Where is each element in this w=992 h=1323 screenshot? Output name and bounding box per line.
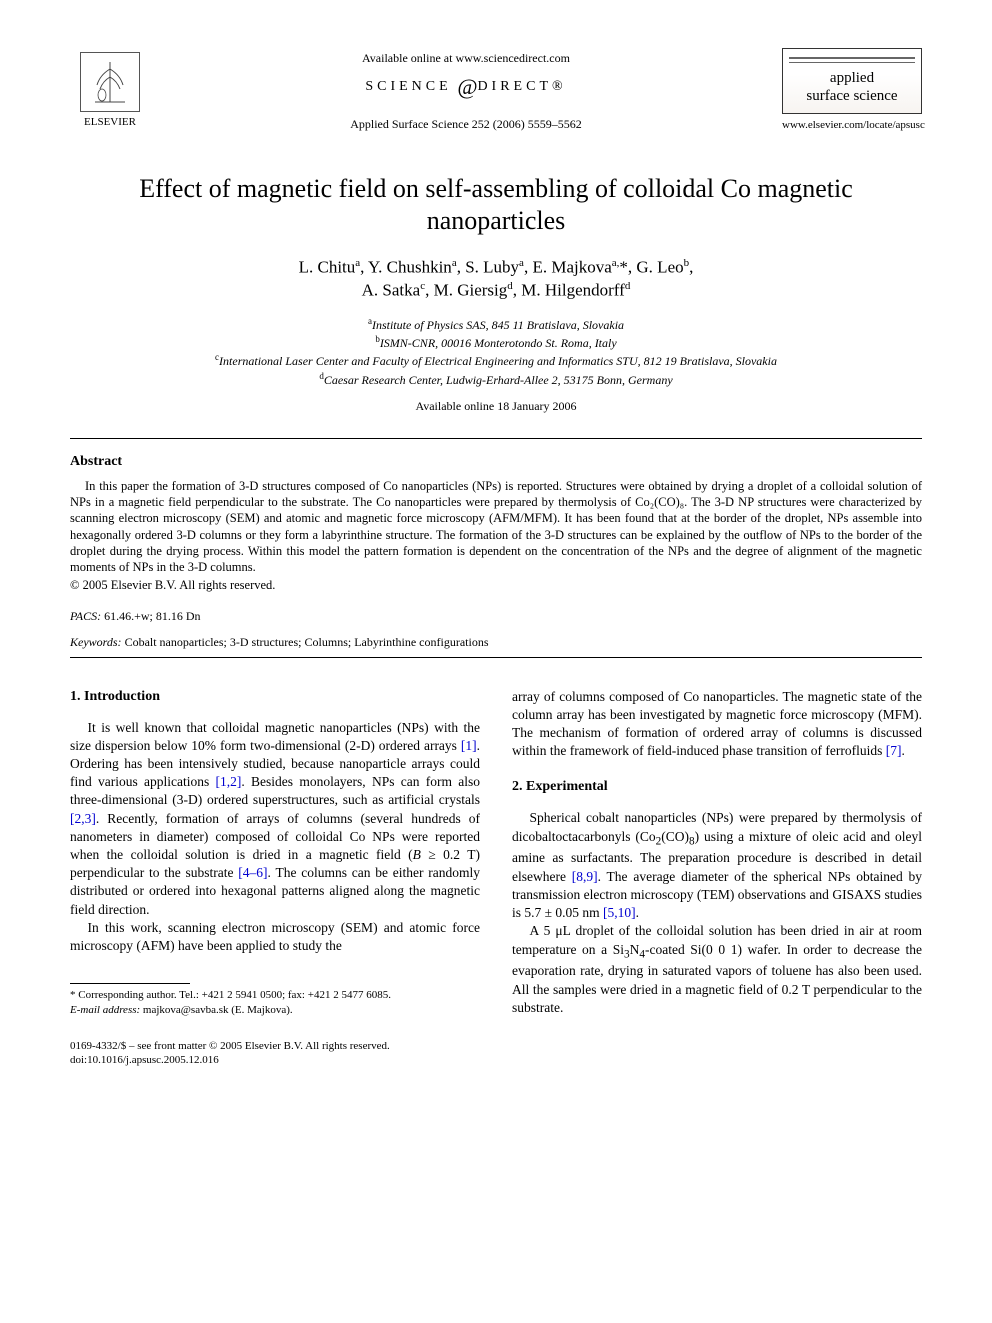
rule-below-keywords [70,657,922,658]
header: ELSEVIER Available online at www.science… [70,40,922,133]
exp-para-2: A 5 μL droplet of the colloidal solution… [512,922,922,1017]
pacs-line: PACS: 61.46.+w; 81.16 Dn [70,608,922,624]
affiliations: aInstitute of Physics SAS, 845 11 Bratis… [70,315,922,388]
keywords-value: Cobalt nanoparticles; 3-D structures; Co… [125,635,489,649]
section-intro-heading: 1. Introduction [70,688,480,707]
ref-link[interactable]: [4–6] [238,865,267,880]
ref-link[interactable]: [1,2] [216,774,242,789]
abstract-body: In this paper the formation of 3-D struc… [70,478,922,576]
journal-logo: applied surface science www.elsevier.com… [782,40,922,133]
right-column: array of columns composed of Co nanopart… [512,688,922,1017]
journal-name-2: surface science [789,87,915,105]
sd-at-icon: @ [452,74,478,99]
ref-link[interactable]: [8,9] [572,869,598,884]
center-header: Available online at www.sciencedirect.co… [150,40,782,132]
page: ELSEVIER Available online at www.science… [0,0,992,1108]
abstract-heading: Abstract [70,453,922,472]
intro-para-1: It is well known that colloidal magnetic… [70,719,480,919]
pacs-label: PACS: [70,609,101,623]
sd-right: DIRECT® [477,79,566,94]
journal-url: www.elsevier.com/locate/apsusc [782,118,922,133]
available-online-text: Available online at www.sciencedirect.co… [150,50,782,66]
elsevier-tree-icon [80,52,140,112]
ref-link[interactable]: [2,3] [70,811,96,826]
citation-text: Applied Surface Science 252 (2006) 5559–… [150,116,782,132]
affiliation-c: cInternational Laser Center and Faculty … [70,351,922,369]
journal-bars-icon [789,57,915,63]
sd-left: SCIENCE [365,79,451,94]
keywords-label: Keywords: [70,635,122,649]
ref-link[interactable]: [5,10] [603,905,636,920]
body-columns: 1. Introduction It is well known that co… [70,688,922,1017]
ref-link[interactable]: [7] [886,743,902,758]
footnote-email: E-mail address: majkova@savba.sk (E. Maj… [70,1003,480,1017]
available-date: Available online 18 January 2006 [70,398,922,414]
page-footer: 0169-4332/$ – see front matter © 2005 El… [70,1039,922,1068]
elsevier-label: ELSEVIER [84,115,136,130]
affiliation-a: aInstitute of Physics SAS, 845 11 Bratis… [70,315,922,333]
article-title: Effect of magnetic field on self-assembl… [110,173,882,238]
exp-para-1: Spherical cobalt nanoparticles (NPs) wer… [512,809,922,922]
pacs-value: 61.46.+w; 81.16 Dn [104,609,200,623]
authors: L. Chitua, Y. Chushkina, S. Lubya, E. Ma… [70,256,922,303]
section-exp-heading: 2. Experimental [512,778,922,797]
footer-line-2: doi:10.1016/j.apsusc.2005.12.016 [70,1053,922,1067]
affiliation-b: bISMN-CNR, 00016 Monterotondo St. Roma, … [70,333,922,351]
rule-above-abstract [70,438,922,439]
footnote-corr: * Corresponding author. Tel.: +421 2 594… [70,988,480,1002]
sciencedirect-logo: SCIENCE @DIRECT® [150,72,782,102]
left-column: 1. Introduction It is well known that co… [70,688,480,1017]
journal-name-1: applied [789,69,915,87]
journal-box: applied surface science [782,48,922,114]
footnote-rule [70,983,190,984]
affiliation-d: dCaesar Research Center, Ludwig-Erhard-A… [70,370,922,388]
intro-para-2: In this work, scanning electron microsco… [70,919,480,955]
keywords-line: Keywords: Cobalt nanoparticles; 3-D stru… [70,634,922,650]
abstract-copyright: © 2005 Elsevier B.V. All rights reserved… [70,577,922,594]
email-label: E-mail address: [70,1004,140,1016]
footer-line-1: 0169-4332/$ – see front matter © 2005 El… [70,1039,922,1053]
intro-para-3: array of columns composed of Co nanopart… [512,688,922,761]
email-value: majkova@savba.sk (E. Majkova). [143,1004,293,1016]
ref-link[interactable]: [1] [461,738,477,753]
elsevier-logo: ELSEVIER [70,40,150,130]
